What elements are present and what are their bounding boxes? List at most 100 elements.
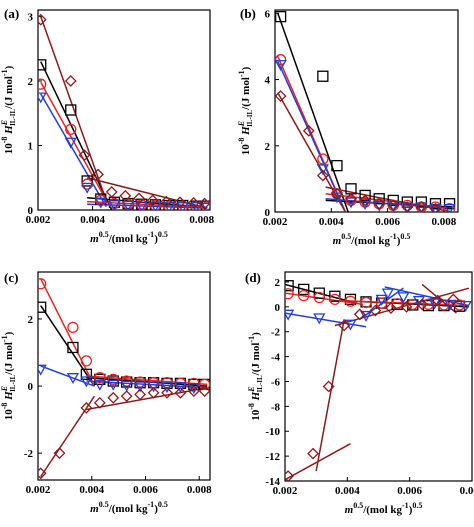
fit-line-square xyxy=(285,283,357,304)
chart-panel-a: 0.002 0.004 0.006 0.008 0 1 2 3 (a) m0.5/(mol kg-… xyxy=(0,6,215,245)
chart-panel-b: 0.002 0.004 0.006 0.008 0 2 4 6 (b) m0.5/(mol kg-… xyxy=(237,6,459,247)
data-point-diamond xyxy=(107,391,120,404)
x-tick-label: 0.008 xyxy=(460,485,474,497)
data-point-circle xyxy=(163,200,175,210)
data-point-square xyxy=(415,196,428,208)
data-point-diamond xyxy=(447,293,460,306)
y-tick-label: 0 xyxy=(265,207,271,219)
data-point-diamond xyxy=(78,149,91,162)
plot-frame xyxy=(37,271,211,481)
data-point-triangle-down xyxy=(443,204,456,212)
data-point-triangle-down xyxy=(134,381,147,393)
data-point-triangle-down xyxy=(80,376,93,388)
y-tick-label: -6 xyxy=(271,376,281,388)
data-point-circle xyxy=(149,199,162,210)
fit-line-diamond xyxy=(40,395,96,478)
data-point-triangle-down xyxy=(135,201,148,210)
data-point-circle xyxy=(345,194,357,207)
data-point-circle xyxy=(198,378,210,391)
fit-line-diamond xyxy=(86,387,208,411)
data-point-diamond xyxy=(119,189,132,202)
data-point-diamond xyxy=(174,386,187,399)
x-tick-label: 0.006 xyxy=(133,484,158,496)
data-point-triangle-down xyxy=(397,292,410,304)
data-point-triangle-down xyxy=(429,204,442,212)
data-point-diamond xyxy=(92,168,104,181)
data-point-diamond xyxy=(285,470,295,481)
data-point-square xyxy=(65,104,77,116)
data-point-circle xyxy=(95,194,107,206)
data-point-circle xyxy=(429,201,442,212)
data-point-diamond xyxy=(198,385,210,398)
y-tick-label: -14 xyxy=(265,476,280,488)
chart-panel-d: 0.002 0.004 0.006 0.008 -14 -12 -10 -8 -6 -4 -2 0 2 (… xyxy=(245,270,474,516)
data-point-square xyxy=(298,283,310,296)
fit-line-square xyxy=(277,13,349,212)
data-point-diamond xyxy=(93,396,106,409)
y-tick-label: 0 xyxy=(28,381,34,393)
data-point-diamond xyxy=(429,202,442,212)
data-point-diamond xyxy=(416,298,429,311)
data-point-triangle-down xyxy=(387,200,400,212)
data-point-triangle-down xyxy=(108,200,121,210)
fit-line-triangle-down xyxy=(40,365,95,387)
data-point-triangle-down xyxy=(174,382,187,394)
x-tick-label: 0.006 xyxy=(397,485,422,497)
data-point-circle xyxy=(422,298,435,310)
y-tick-label: 2 xyxy=(265,141,271,153)
data-point-circle xyxy=(317,153,329,165)
data-point-circle xyxy=(81,178,93,190)
x-tick-label: 0.008 xyxy=(187,484,212,496)
data-point-triangle-down xyxy=(459,300,472,312)
data-point-circle xyxy=(359,196,371,208)
y-axis-label: 10-8 HEIL-IL/(J mol-1) xyxy=(0,65,17,154)
data-point-circle xyxy=(285,288,294,300)
y-axis-label: 10-8 HEIL-IL/(J mol-1) xyxy=(0,331,17,420)
x-tick-label: 0.002 xyxy=(26,214,51,226)
data-point-triangle-down xyxy=(64,137,77,149)
data-point-diamond xyxy=(80,401,93,414)
data-point-triangle-down xyxy=(344,197,358,209)
data-point-triangle-down xyxy=(66,373,80,385)
x-axis-label: m0.5/(mol kg-1)0.5 xyxy=(90,500,168,515)
data-point-square xyxy=(401,196,413,208)
data-point-square xyxy=(67,341,79,354)
data-point-circle xyxy=(65,123,77,136)
x-tick-label: 0.004 xyxy=(335,485,360,497)
x-tick-label: 0.004 xyxy=(319,216,344,228)
x-tick-label: 0.004 xyxy=(79,484,104,496)
data-point-circle xyxy=(360,296,372,309)
y-tick-label: -2 xyxy=(24,448,34,460)
data-point-square xyxy=(38,301,47,313)
data-point-diamond xyxy=(302,124,315,137)
fit-line-circle xyxy=(40,278,96,387)
data-point-diamond xyxy=(387,199,400,212)
data-point-diamond xyxy=(331,187,343,200)
data-point-circle xyxy=(38,78,47,90)
fit-line-triangle-down xyxy=(277,61,347,212)
data-point-diamond xyxy=(415,201,428,212)
y-tick-label: -10 xyxy=(265,426,280,438)
y-tick-label: -12 xyxy=(265,451,280,463)
data-point-diamond xyxy=(400,300,413,313)
x-tick-label: 0.008 xyxy=(189,214,214,226)
data-point-triangle-down xyxy=(285,309,295,321)
data-point-diamond xyxy=(134,388,147,401)
data-point-diamond xyxy=(133,192,145,205)
data-point-square xyxy=(429,198,442,210)
fit-line-diamond xyxy=(315,319,345,472)
fit-line-triangle-down xyxy=(40,93,107,208)
panel-label: (b) xyxy=(240,6,256,21)
data-point-diamond xyxy=(53,447,66,460)
data-point-diamond xyxy=(385,302,397,314)
data-point-circle xyxy=(453,299,466,311)
data-point-diamond xyxy=(160,195,173,208)
data-point-square xyxy=(80,368,93,380)
data-point-diamond xyxy=(38,13,47,26)
data-point-circle xyxy=(38,278,47,290)
data-point-diamond xyxy=(146,194,159,207)
data-point-square xyxy=(38,59,47,71)
fit-line-square xyxy=(40,61,113,210)
x-tick-label: 0.006 xyxy=(135,214,160,226)
data-point-diamond xyxy=(187,196,200,209)
